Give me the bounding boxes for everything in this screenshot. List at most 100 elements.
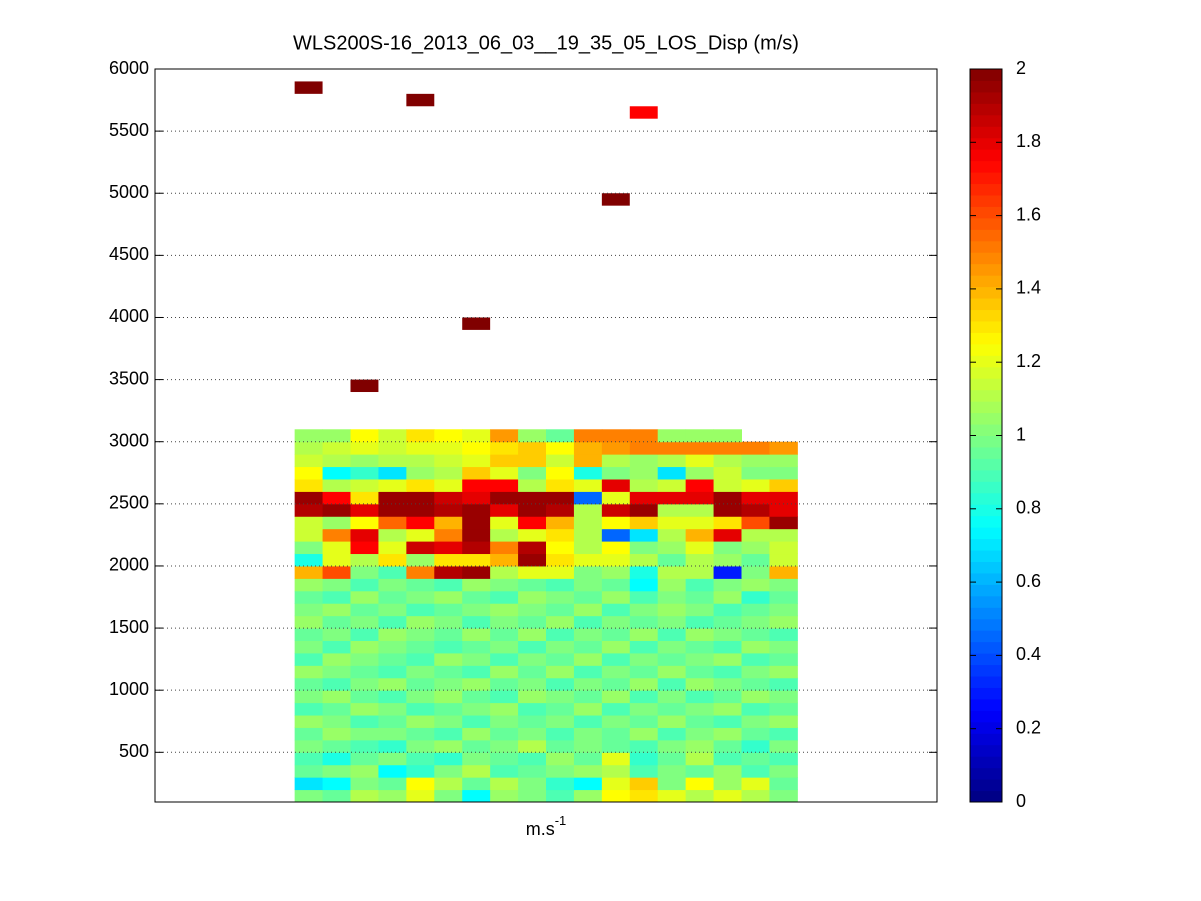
heatmap-cell <box>406 665 435 679</box>
colorbar-swatch <box>970 641 1002 654</box>
heatmap-cell <box>629 491 659 505</box>
heatmap-cell <box>490 553 519 567</box>
heatmap-cell <box>769 677 798 691</box>
heatmap-cell <box>378 528 407 542</box>
heatmap-cell <box>573 690 603 704</box>
colorbar-swatch <box>970 721 1002 734</box>
colorbar-swatch <box>970 744 1002 757</box>
heatmap-cell <box>601 578 631 592</box>
heatmap-cell <box>294 789 324 803</box>
heatmap-cell <box>406 478 435 492</box>
heatmap-cell <box>490 503 519 517</box>
heatmap-cell <box>769 739 798 753</box>
heatmap-cell <box>322 603 351 617</box>
heatmap-cell <box>657 727 687 741</box>
heatmap-cell <box>601 628 631 641</box>
y-tick-label: 6000 <box>109 58 149 78</box>
heatmap-cell <box>434 677 463 691</box>
axes: 500 1000 1500 2000 2500 3000 3500 4000 4500 5000 5… <box>109 58 1041 811</box>
heatmap-cell <box>601 590 631 604</box>
heatmap-cell <box>769 441 798 455</box>
heatmap-cell <box>518 565 547 579</box>
colorbar-swatch <box>970 710 1002 723</box>
heatmap-cell <box>518 702 547 716</box>
heatmap-cell <box>657 764 687 778</box>
heatmap-cell <box>629 665 659 679</box>
heatmap-cell <box>629 553 659 567</box>
heatmap-cell <box>378 677 407 691</box>
heatmap-cell <box>434 640 463 654</box>
colorbar-swatch <box>970 630 1002 643</box>
heatmap-cell <box>294 603 324 617</box>
heatmap-cell <box>462 491 491 505</box>
heatmap-cell <box>685 454 715 468</box>
colorbar-swatch <box>970 527 1002 540</box>
heatmap-cell <box>657 628 687 641</box>
heatmap-cell <box>629 789 659 803</box>
heatmap-cell <box>434 652 463 666</box>
heatmap-cell <box>657 590 687 604</box>
heatmap-cell <box>741 665 770 679</box>
colorbar-swatch <box>970 194 1002 207</box>
heatmap-cell <box>713 454 742 468</box>
heatmap-cell <box>378 603 407 617</box>
heatmap-cell <box>546 715 575 728</box>
heatmap-cell <box>518 541 547 555</box>
heatmap-cell <box>601 665 631 679</box>
heatmap-cell <box>462 503 491 517</box>
heatmap-cell <box>378 789 407 803</box>
colorbar-swatch <box>970 183 1002 196</box>
heatmap-cell <box>378 491 407 505</box>
heatmap-cell <box>294 690 324 704</box>
heatmap-cell <box>685 429 715 443</box>
heatmap-cell <box>601 491 631 505</box>
heatmap-cell <box>322 702 351 716</box>
colorbar-swatch <box>970 309 1002 322</box>
heatmap-cell <box>629 777 659 791</box>
heatmap-cell <box>434 789 463 803</box>
heatmap-cell <box>629 429 659 443</box>
heatmap-cell <box>518 752 547 766</box>
heatmap-cell <box>629 541 659 555</box>
colorbar-swatch <box>970 229 1002 242</box>
heatmap-cell <box>406 628 435 641</box>
heatmap-cell <box>518 628 547 641</box>
heatmap-cell <box>741 640 770 654</box>
y-tick-label: 4000 <box>109 306 149 326</box>
heatmap-cell <box>601 739 631 753</box>
heatmap-cell <box>601 640 631 654</box>
heatmap-cell <box>573 640 603 654</box>
heatmap-cell <box>546 727 575 741</box>
heatmap-cell <box>322 764 351 778</box>
heatmap-cell <box>434 702 463 716</box>
heatmap-cell <box>601 553 631 567</box>
heatmap-cell <box>350 752 379 766</box>
heatmap-cell <box>713 715 742 728</box>
heatmap-cell <box>406 764 435 778</box>
heatmap-cell <box>629 690 659 704</box>
heatmap-cell <box>573 752 603 766</box>
heatmap-cell <box>406 553 435 567</box>
heatmap-cell <box>629 739 659 753</box>
heatmap-cell <box>629 752 659 766</box>
heatmap-cell <box>350 764 379 778</box>
heatmap-cell <box>601 690 631 704</box>
heatmap-cell <box>601 478 631 492</box>
heatmap-cell <box>713 503 742 517</box>
heatmap-cell <box>378 615 407 629</box>
heatmap-cell <box>657 491 687 505</box>
heatmap-cell <box>741 578 770 592</box>
heatmap-cell <box>350 603 379 617</box>
colorbar-swatch <box>970 676 1002 688</box>
heatmap-cell <box>657 565 687 579</box>
heatmap-cell <box>629 441 659 455</box>
heatmap-cell <box>629 603 659 617</box>
heatmap-cell <box>462 466 491 480</box>
y-tick-label: 500 <box>119 741 149 761</box>
colorbar-swatch <box>970 172 1002 185</box>
heatmap-cell <box>657 752 687 766</box>
colorbar-tick-label: 1.6 <box>1016 204 1041 224</box>
plot-frame <box>154 68 938 803</box>
heatmap-cell <box>573 702 603 716</box>
heatmap-cell <box>546 690 575 704</box>
